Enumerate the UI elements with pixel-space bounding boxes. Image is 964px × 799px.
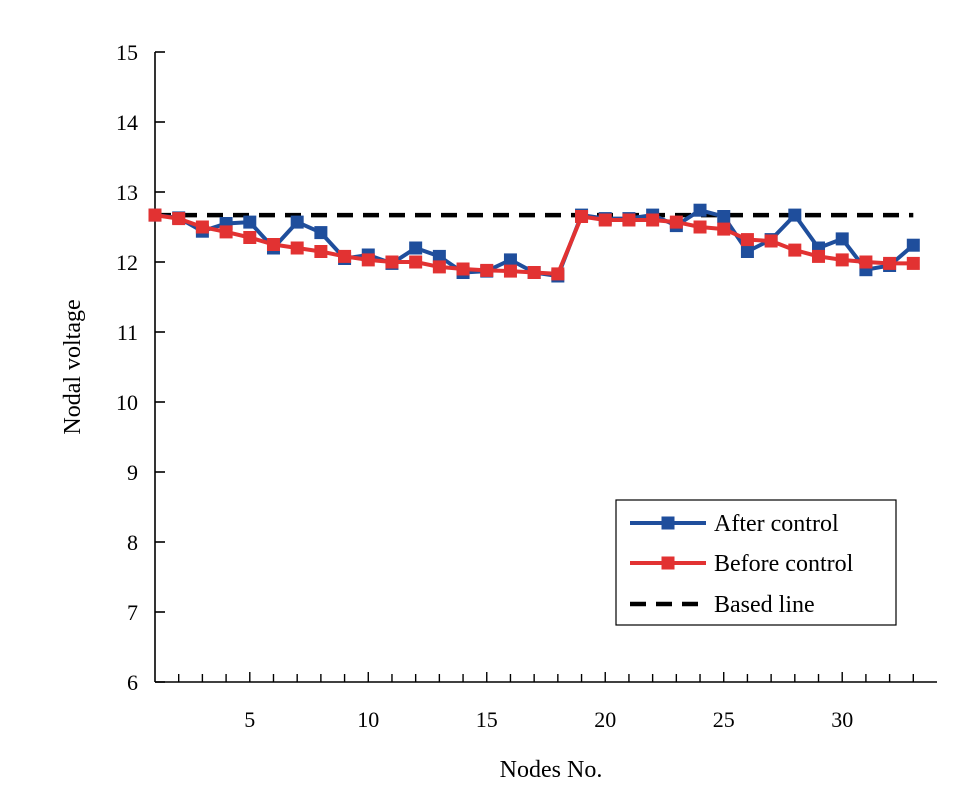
y-tick-label: 13 [116, 180, 138, 205]
legend-item-after-control: After control [630, 511, 839, 537]
data-point [219, 225, 233, 239]
data-point [835, 253, 849, 267]
data-point [172, 212, 186, 226]
data-point [195, 220, 209, 234]
y-tick-label: 15 [116, 40, 138, 65]
data-point [314, 226, 328, 240]
x-tick-label: 15 [476, 707, 498, 732]
data-point [788, 208, 802, 222]
x-tick-label: 30 [831, 707, 853, 732]
data-point [243, 215, 257, 229]
y-tick-label: 10 [116, 390, 138, 415]
legend-item-based-line: Based line [630, 592, 815, 618]
data-point [693, 203, 707, 217]
data-point [906, 256, 920, 270]
data-point [788, 243, 802, 257]
data-point [266, 238, 280, 251]
legend-marker [661, 516, 675, 530]
data-point [385, 255, 399, 269]
x-tick-label: 10 [357, 707, 379, 732]
y-tick-label: 12 [116, 250, 138, 275]
x-axis-title: Nodes No. [500, 757, 603, 783]
data-point [243, 231, 257, 244]
data-point [669, 215, 683, 229]
x-tick-label: 25 [713, 707, 735, 732]
data-point [906, 238, 920, 252]
series-group [148, 203, 920, 283]
legend-label: After control [714, 511, 839, 537]
data-point [432, 260, 446, 274]
y-tick-label: 6 [127, 670, 138, 695]
data-point [835, 232, 849, 246]
legend: After control Before control Based line [615, 499, 897, 626]
data-point [551, 267, 565, 281]
data-point [883, 256, 897, 270]
data-point [409, 241, 423, 255]
data-point [503, 264, 517, 278]
data-point [646, 213, 660, 227]
data-point [764, 234, 778, 248]
data-point [575, 210, 589, 223]
legend-label: Before control [714, 551, 854, 577]
data-point [859, 255, 873, 269]
y-tick-label: 14 [116, 110, 138, 135]
y-tick-label: 7 [127, 600, 138, 625]
data-point [527, 266, 541, 279]
data-point [432, 249, 446, 263]
data-point [740, 233, 754, 247]
y-tick-label: 11 [117, 320, 138, 345]
series-before-control [148, 208, 920, 281]
data-point [622, 213, 636, 227]
y-tick-label: 8 [127, 530, 138, 555]
data-point [148, 208, 162, 222]
x-tick-label: 20 [594, 707, 616, 732]
data-point [812, 249, 826, 263]
data-point [503, 253, 517, 267]
data-point [717, 222, 731, 236]
data-point [598, 213, 612, 227]
data-point [456, 262, 470, 276]
data-point [717, 210, 731, 223]
data-point [290, 215, 304, 229]
y-axis-title: Nodal voltage [60, 299, 86, 434]
data-point [480, 263, 494, 277]
data-point [740, 245, 754, 258]
data-point [314, 245, 328, 258]
y-tick-label: 9 [127, 460, 138, 485]
legend-item-before-control: Before control [630, 551, 854, 577]
data-point [361, 253, 375, 267]
legend-label: Based line [714, 592, 815, 618]
data-point [409, 255, 423, 269]
axes: 6 7 8 9 10 11 12 13 14 15 5 10 15 20 25 30 [116, 40, 937, 732]
data-point [338, 249, 352, 263]
x-tick-label: 5 [244, 707, 255, 732]
legend-marker [661, 556, 675, 570]
data-point [290, 241, 304, 255]
data-point [693, 220, 707, 234]
